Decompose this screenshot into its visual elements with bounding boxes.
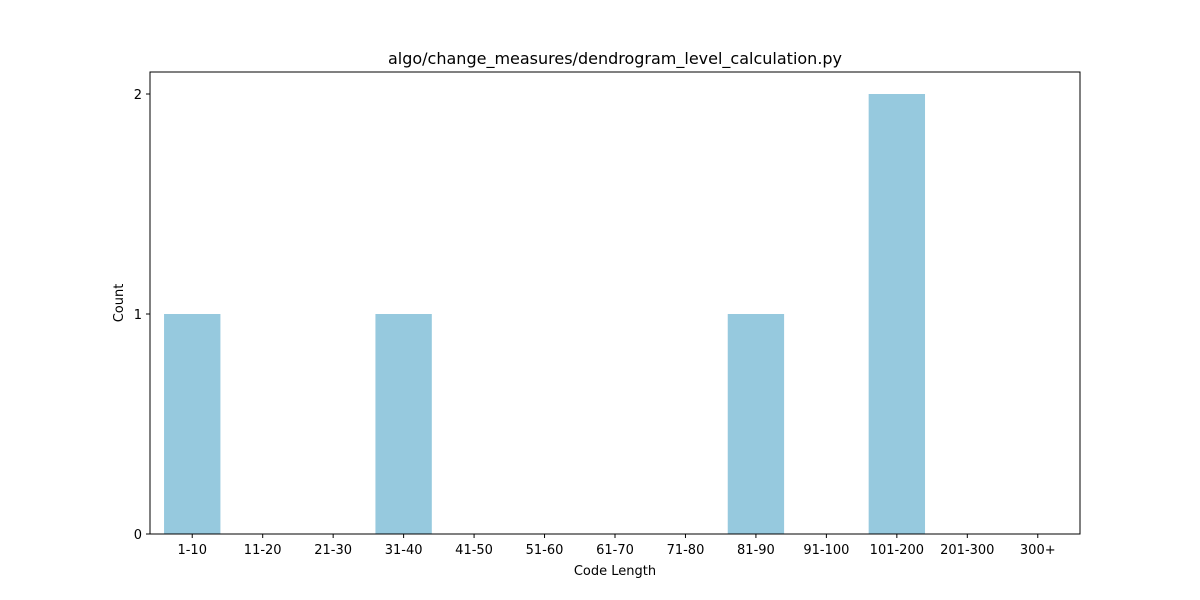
x-tick-label: 91-100 bbox=[803, 543, 849, 558]
bar-31-40 bbox=[375, 314, 432, 534]
x-tick-label: 21-30 bbox=[314, 543, 352, 558]
x-tick-label: 81-90 bbox=[737, 543, 775, 558]
x-tick-label: 11-20 bbox=[244, 543, 282, 558]
x-tick-label: 201-300 bbox=[940, 543, 994, 558]
x-axis-label: Code Length bbox=[574, 564, 656, 579]
y-axis-label: Count bbox=[112, 284, 127, 323]
x-tick-label: 41-50 bbox=[455, 543, 493, 558]
chart-title: algo/change_measures/dendrogram_level_ca… bbox=[388, 49, 842, 69]
bars-group bbox=[164, 94, 926, 534]
x-tick-label: 31-40 bbox=[385, 543, 423, 558]
y-tick-label: 0 bbox=[134, 528, 142, 543]
x-axis-ticks: 1-10 11-20 21-30 31-40 41-50 51-60 61-70 71-80 8… bbox=[177, 534, 1056, 558]
bar-1-10 bbox=[164, 314, 221, 534]
x-tick-label: 61-70 bbox=[596, 543, 634, 558]
y-tick-label: 2 bbox=[134, 88, 142, 103]
bar-81-90 bbox=[727, 314, 785, 534]
y-axis-ticks: 0 1 2 bbox=[134, 88, 150, 543]
x-tick-label: 300+ bbox=[1020, 543, 1056, 558]
x-tick-label: 1-10 bbox=[177, 543, 207, 558]
x-tick-label: 71-80 bbox=[667, 543, 705, 558]
bar-101-200 bbox=[868, 94, 926, 534]
x-tick-label: 51-60 bbox=[526, 543, 564, 558]
x-tick-label: 101-200 bbox=[870, 543, 924, 558]
y-tick-label: 1 bbox=[134, 308, 142, 323]
